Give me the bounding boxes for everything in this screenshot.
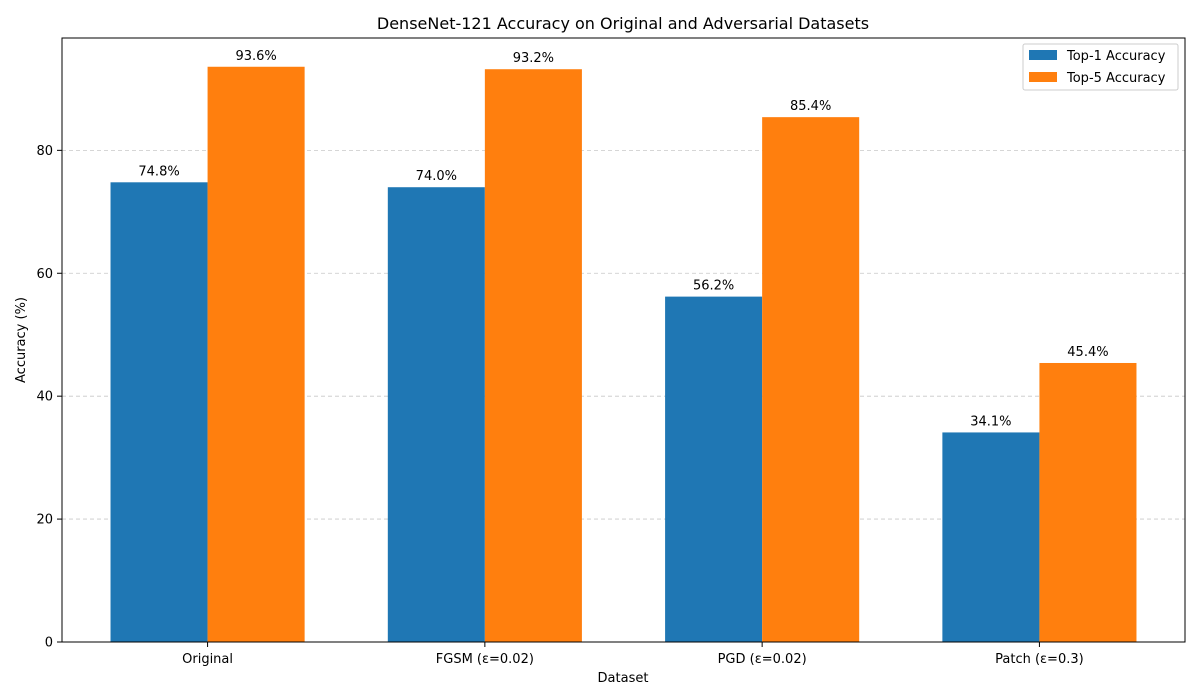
- bar-value-label: 34.1%: [970, 414, 1011, 429]
- bar-top5-1: [484, 69, 582, 642]
- chart-title: DenseNet-121 Accuracy on Original and Ad…: [377, 14, 869, 33]
- bar-value-label: 74.8%: [138, 164, 179, 179]
- bar-value-label: 93.2%: [513, 51, 554, 66]
- x-tick-label: Patch (ε=0.3): [995, 652, 1084, 667]
- x-tick-label: Original: [182, 652, 233, 667]
- y-tick-label: 20: [36, 513, 53, 528]
- legend-frame: [1022, 43, 1179, 91]
- y-tick-label: 60: [36, 267, 53, 282]
- data-labels: 74.8% 74.0% 56.2% 34.1% 93.6% 93.2% 85.4% 45.4%: [138, 49, 1108, 430]
- bar-value-label: 45.4%: [1067, 345, 1108, 360]
- bar-top1-3: [942, 432, 1040, 642]
- bar-top1-2: [665, 296, 763, 642]
- legend-swatch-top1: [1029, 50, 1057, 60]
- y-axis-label: Accuracy (%): [14, 297, 29, 383]
- bar-value-label: 74.0%: [416, 169, 457, 184]
- bar-top1-0: [110, 182, 208, 642]
- bar-top5-2: [762, 117, 860, 643]
- y-tick-label: 80: [36, 144, 53, 159]
- plot-frame: [61, 37, 1186, 643]
- bar-top5-3: [1039, 362, 1137, 642]
- y-tick-label: 40: [36, 390, 53, 405]
- bar-value-label: 85.4%: [790, 99, 831, 114]
- bar-value-label: 93.6%: [235, 49, 276, 64]
- bar-top5-0: [207, 66, 305, 642]
- legend-label-top1: Top-1 Accuracy: [1066, 49, 1166, 64]
- legend-label-top5: Top-5 Accuracy: [1066, 71, 1166, 86]
- legend: Top-1 Accuracy Top-5 Accuracy: [1022, 43, 1179, 91]
- x-axis-label: Dataset: [598, 671, 649, 686]
- x-tick-label: FGSM (ε=0.02): [436, 652, 534, 667]
- legend-swatch-top5: [1029, 72, 1057, 82]
- bar-value-label: 56.2%: [693, 279, 734, 294]
- x-tick-label: PGD (ε=0.02): [718, 652, 807, 667]
- axes: 0 20 40 60 80 Original FGSM (ε=0.02) PGD (ε=0.0…: [36, 37, 1186, 667]
- bar-top1-1: [387, 187, 485, 642]
- bars: [110, 66, 1137, 643]
- y-tick-label: 0: [45, 636, 53, 651]
